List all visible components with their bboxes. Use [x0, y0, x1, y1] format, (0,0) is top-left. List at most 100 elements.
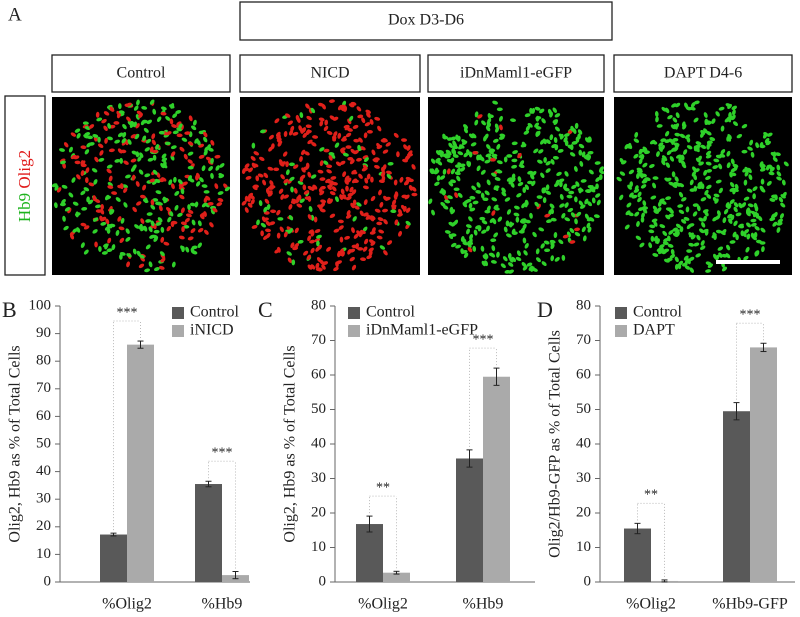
cell: [347, 156, 354, 161]
cell: [693, 100, 700, 105]
cell: [509, 257, 514, 263]
cell: [86, 135, 93, 140]
cell: [100, 203, 104, 210]
cell: [667, 243, 674, 248]
cell: [700, 240, 705, 246]
cell: [98, 157, 105, 162]
cell: [364, 238, 369, 245]
y-tick-label: 60: [311, 366, 326, 382]
significance: ***: [740, 307, 761, 322]
cell: [637, 191, 642, 198]
cell: [283, 194, 289, 199]
cell: [695, 253, 701, 258]
cell: [559, 181, 563, 188]
y-tick-label: 80: [311, 297, 326, 313]
cell: [190, 228, 196, 234]
cell: [251, 142, 256, 149]
y-axis-label: Olig2, Hb9 as % of Total Cells: [7, 345, 24, 542]
bar: [100, 534, 127, 582]
cell: [436, 175, 441, 182]
cell: [700, 132, 705, 138]
cell: [466, 228, 470, 235]
cell: [98, 245, 102, 252]
cell: [705, 175, 711, 181]
cell: [218, 172, 224, 178]
cell: [616, 176, 622, 182]
cell: [656, 247, 663, 252]
cell: [514, 205, 520, 210]
cell: [100, 216, 107, 222]
cell: [772, 156, 778, 162]
cell: [469, 233, 474, 240]
cell: [297, 239, 304, 244]
cell: [641, 212, 645, 219]
cell: [184, 131, 191, 135]
cell: [354, 205, 360, 210]
cell: [157, 217, 163, 223]
cell: [383, 219, 388, 225]
cell: [529, 212, 533, 219]
cell: [463, 252, 469, 259]
cell: [107, 136, 113, 141]
cell: [93, 179, 98, 185]
cell: [524, 243, 529, 249]
cell: [380, 171, 386, 177]
cell: [362, 185, 369, 190]
cell: [448, 142, 453, 148]
cell: [251, 162, 256, 169]
cell: [258, 156, 265, 161]
cell: [452, 141, 458, 148]
cell: [720, 149, 726, 155]
cell: [92, 217, 99, 222]
cell: [361, 117, 366, 124]
cell: [316, 267, 323, 272]
cell: [92, 134, 99, 138]
cell: [706, 193, 712, 199]
cell: [107, 185, 114, 189]
cell: [686, 249, 693, 253]
cell: [542, 197, 547, 204]
cell: [386, 173, 392, 179]
cell: [442, 168, 447, 175]
cell: [453, 187, 460, 192]
cell: [488, 149, 494, 155]
cell: [397, 212, 403, 217]
y-tick-label: 20: [36, 518, 51, 534]
cell: [550, 255, 555, 262]
cell: [450, 136, 457, 141]
cell: [293, 187, 298, 194]
cell: [627, 184, 632, 190]
cell: [524, 113, 531, 118]
cell: [166, 131, 172, 136]
cell: [591, 197, 596, 204]
cell: [268, 134, 274, 140]
cell: [669, 254, 676, 259]
cell: [588, 217, 595, 222]
cell: [155, 190, 162, 195]
cell: [117, 216, 122, 222]
cell: [405, 207, 411, 213]
cell: [693, 174, 698, 181]
cell: [256, 219, 260, 226]
cell: [215, 165, 220, 171]
cell: [545, 184, 550, 191]
cell: [721, 229, 727, 235]
cell: [738, 223, 744, 228]
cell: [199, 214, 205, 220]
cell: [333, 228, 340, 233]
cell: [305, 103, 310, 109]
cell: [729, 199, 735, 205]
condition-box: [427, 54, 605, 93]
cell: [224, 186, 231, 192]
x-tick-label: %Hb9-GFP: [712, 596, 788, 613]
cell: [165, 116, 171, 121]
cell: [104, 226, 111, 231]
cell: [360, 230, 366, 235]
cell: [642, 200, 647, 207]
legend-label: iDnMaml1-eGFP: [366, 322, 478, 339]
cell: [287, 257, 292, 263]
cell: [306, 129, 311, 136]
cell: [310, 247, 315, 254]
cell: [363, 212, 369, 217]
error-bar: [205, 480, 212, 488]
